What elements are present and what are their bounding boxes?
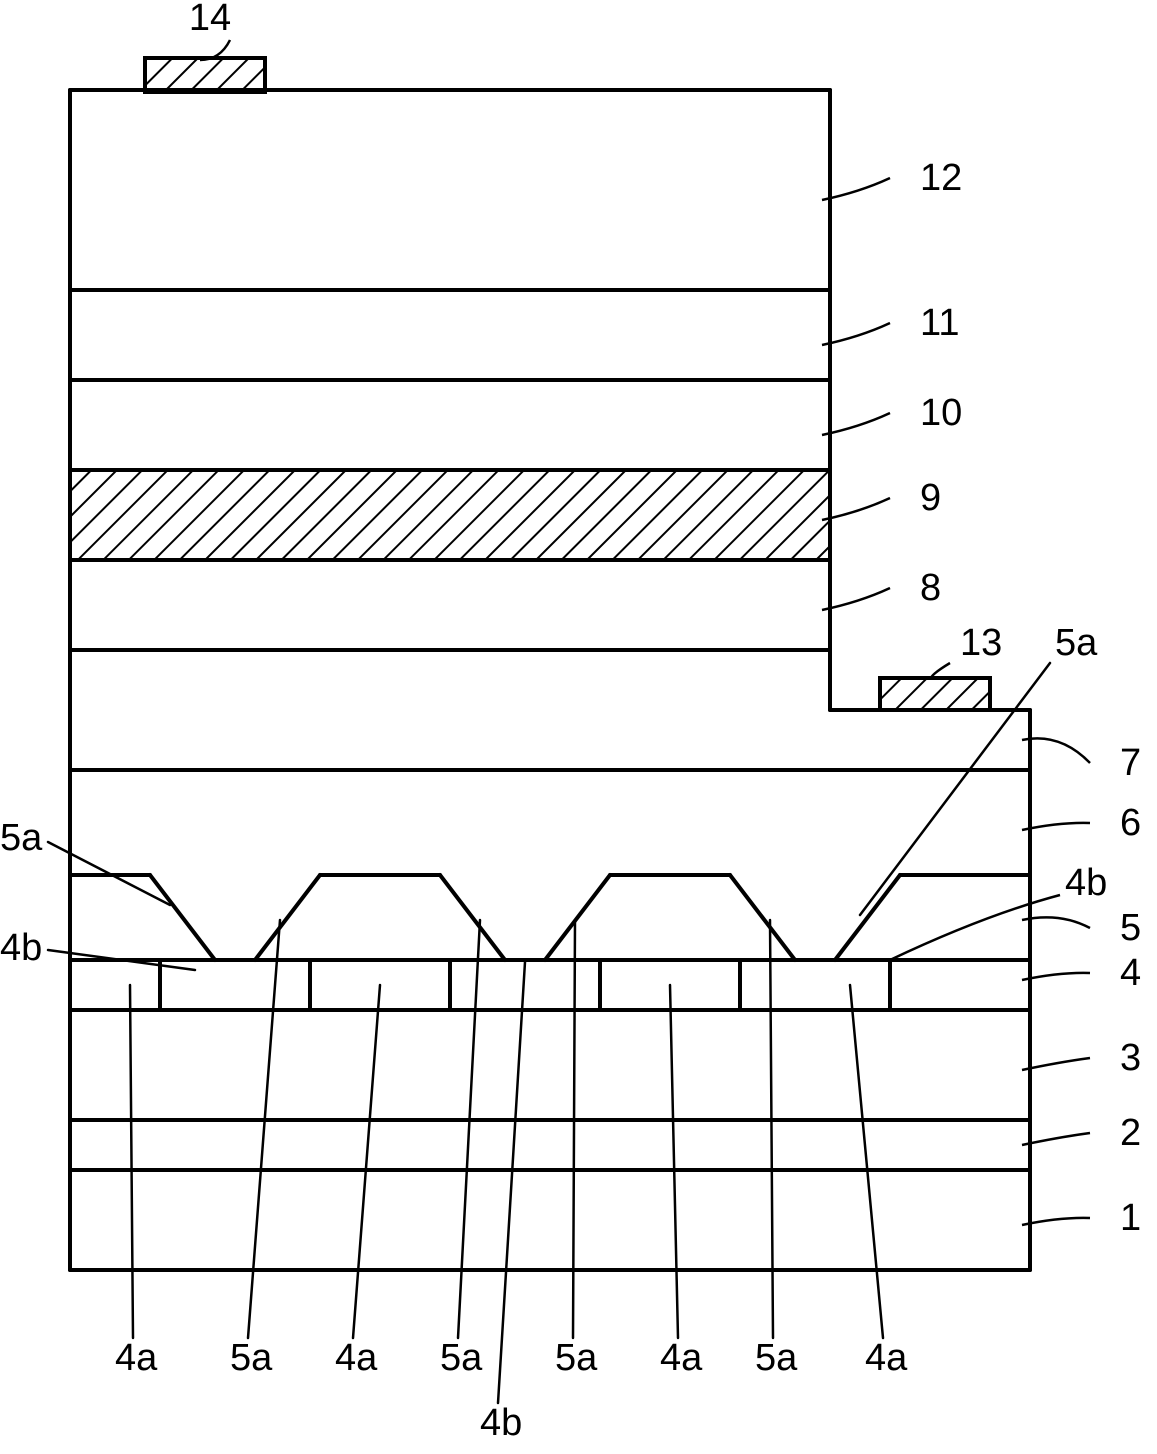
label-4b-right: 4b	[1065, 862, 1107, 904]
leader-2	[1022, 1133, 1090, 1145]
label-bot-1: 5a	[230, 1337, 273, 1379]
label-4b-left: 4b	[0, 927, 42, 969]
leader-bot-6	[770, 920, 773, 1338]
layer9-hatch	[72, 472, 828, 558]
label-5: 5	[1120, 907, 1141, 949]
label-14: 14	[189, 0, 231, 39]
label-bot-6: 5a	[755, 1337, 798, 1379]
label-10: 10	[920, 392, 962, 434]
label-3: 3	[1120, 1037, 1141, 1079]
pit-2-r	[835, 875, 900, 960]
label-bot-0: 4a	[115, 1337, 158, 1379]
leader-4b-bottom	[498, 962, 525, 1403]
leader-bot-7	[850, 985, 883, 1338]
leader-bot-4	[573, 920, 575, 1338]
label-4: 4	[1120, 952, 1141, 994]
label-12: 12	[920, 157, 962, 199]
leader-4b-right	[890, 895, 1060, 960]
leader-bot-2	[353, 985, 380, 1338]
leader-8	[822, 588, 890, 610]
label-5a-left: 5a	[0, 817, 43, 859]
leader-4	[1022, 973, 1090, 980]
electrode-13	[880, 678, 990, 710]
label-9: 9	[920, 477, 941, 519]
pit-1-l	[440, 875, 505, 960]
label-7: 7	[1120, 742, 1141, 784]
label-bot-5: 4a	[660, 1337, 703, 1379]
pit-2-l	[730, 875, 795, 960]
pit-0-l	[150, 875, 215, 960]
label-11: 11	[920, 302, 959, 344]
leader-3	[1022, 1058, 1090, 1070]
label-bot-7: 4a	[865, 1337, 908, 1379]
pit-1-r	[545, 875, 610, 960]
leader-7	[1022, 738, 1090, 763]
leader-11	[822, 323, 890, 345]
label-1: 1	[1120, 1197, 1141, 1239]
leader-bot-0	[130, 985, 133, 1338]
leader-bot-3	[458, 920, 480, 1338]
leader-12	[822, 178, 890, 200]
leader-bot-1	[248, 920, 280, 1338]
leader-5	[1022, 917, 1090, 928]
label-8: 8	[920, 567, 941, 609]
pit-0-r	[255, 875, 320, 960]
mask-2	[740, 960, 890, 1010]
label-bot-3: 5a	[440, 1337, 483, 1379]
label-5a-right: 5a	[1055, 622, 1098, 664]
leader-5a-left	[48, 842, 170, 905]
leader-9	[822, 498, 890, 520]
label-4b-bottom: 4b	[480, 1402, 522, 1444]
label-13: 13	[960, 622, 1002, 664]
label-bot-4: 5a	[555, 1337, 598, 1379]
leader-bot-5	[670, 985, 678, 1338]
leader-1	[1022, 1218, 1090, 1225]
label-bot-2: 4a	[335, 1337, 378, 1379]
leader-10	[822, 413, 890, 435]
leader-6	[1022, 823, 1090, 830]
label-6: 6	[1120, 802, 1141, 844]
electrode-14	[145, 58, 265, 92]
label-2: 2	[1120, 1112, 1141, 1154]
